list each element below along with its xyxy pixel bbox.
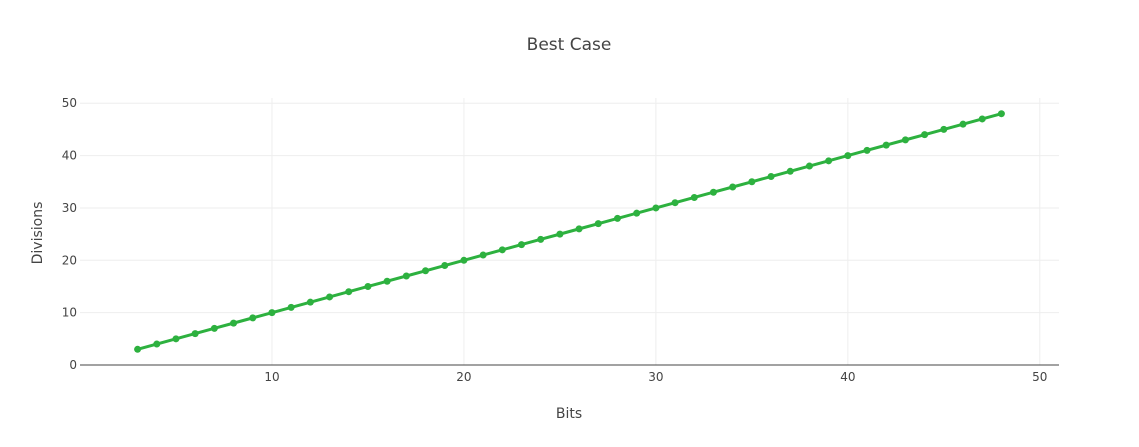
x-tick-label: 10 xyxy=(264,370,279,384)
y-tick-label: 0 xyxy=(69,358,77,372)
data-point[interactable] xyxy=(633,209,641,217)
y-tick-label: 50 xyxy=(62,96,77,110)
data-point[interactable] xyxy=(268,309,276,317)
data-point[interactable] xyxy=(690,193,698,201)
data-point[interactable] xyxy=(518,241,526,249)
data-point[interactable] xyxy=(460,256,468,264)
y-tick-label: 40 xyxy=(62,149,77,163)
data-point[interactable] xyxy=(498,246,506,254)
data-point[interactable] xyxy=(441,262,449,270)
data-point[interactable] xyxy=(863,146,871,154)
chart-title: Best Case xyxy=(527,35,612,55)
tick-labels: 10 20 30 40 50 0 10 20 30 40 50 xyxy=(62,96,1048,384)
data-point[interactable] xyxy=(364,282,372,290)
data-point[interactable] xyxy=(613,214,621,222)
y-tick-label: 10 xyxy=(62,306,77,320)
series-line xyxy=(137,112,1002,351)
data-point[interactable] xyxy=(671,199,679,207)
x-tick-label: 40 xyxy=(840,370,855,384)
data-point[interactable] xyxy=(825,157,833,165)
data-point[interactable] xyxy=(786,167,794,175)
data-point[interactable] xyxy=(901,136,909,144)
data-point[interactable] xyxy=(805,162,813,170)
data-point[interactable] xyxy=(249,314,257,322)
data-point[interactable] xyxy=(575,225,583,233)
data-point[interactable] xyxy=(153,340,161,348)
data-point[interactable] xyxy=(134,345,142,353)
data-point[interactable] xyxy=(287,303,295,311)
data-point[interactable] xyxy=(191,330,199,338)
data-point[interactable] xyxy=(594,220,602,228)
x-tick-label: 30 xyxy=(648,370,663,384)
data-point[interactable] xyxy=(210,324,218,332)
data-point[interactable] xyxy=(959,120,967,128)
data-point[interactable] xyxy=(383,277,391,285)
data-point[interactable] xyxy=(556,230,564,238)
series-layer xyxy=(134,110,1005,353)
data-point[interactable] xyxy=(326,293,334,301)
data-point[interactable] xyxy=(729,183,737,191)
data-point[interactable] xyxy=(844,152,852,160)
data-point[interactable] xyxy=(537,235,545,243)
x-axis-title: Bits xyxy=(556,406,582,422)
data-point[interactable] xyxy=(172,335,180,343)
data-point[interactable] xyxy=(402,272,410,280)
data-point[interactable] xyxy=(345,288,353,296)
data-point[interactable] xyxy=(422,267,430,275)
y-tick-label: 20 xyxy=(62,253,77,267)
data-point[interactable] xyxy=(921,131,929,139)
x-tick-label: 50 xyxy=(1032,370,1047,384)
data-point[interactable] xyxy=(767,173,775,181)
x-tick-label: 20 xyxy=(456,370,471,384)
data-point[interactable] xyxy=(997,110,1005,118)
data-point[interactable] xyxy=(479,251,487,259)
data-point[interactable] xyxy=(748,178,756,186)
data-point[interactable] xyxy=(652,204,660,212)
grid xyxy=(80,98,1059,365)
data-point[interactable] xyxy=(940,125,948,133)
data-point[interactable] xyxy=(978,115,986,123)
data-point[interactable] xyxy=(306,298,314,306)
y-tick-label: 30 xyxy=(62,201,77,215)
data-point[interactable] xyxy=(709,188,717,196)
data-point[interactable] xyxy=(230,319,238,327)
y-axis-title: Divisions xyxy=(30,202,46,265)
data-point[interactable] xyxy=(882,141,890,149)
